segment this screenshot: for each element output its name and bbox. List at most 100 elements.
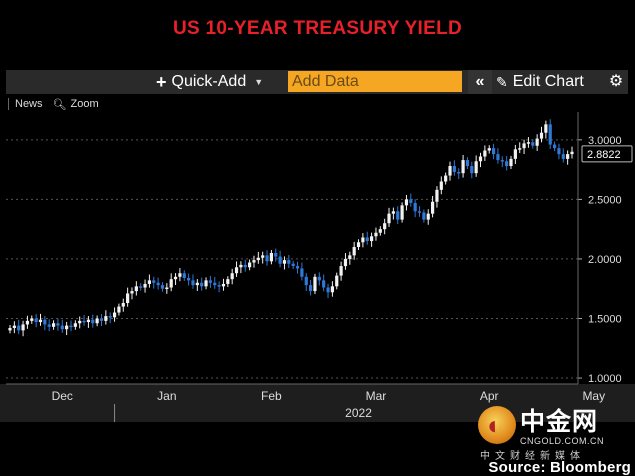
- candle-body: [426, 213, 430, 220]
- y-tick-label: 2.0000: [588, 254, 622, 266]
- candle-body: [435, 189, 439, 202]
- y-tick-label: 1.0000: [588, 373, 622, 385]
- logo-emblem-icon: ◐: [478, 406, 516, 444]
- candle-body: [139, 286, 143, 288]
- candle-body: [561, 154, 565, 159]
- candle-body: [483, 150, 487, 157]
- candle-body: [195, 282, 199, 286]
- candle-body: [108, 316, 112, 318]
- x-tick-label: Apr: [480, 389, 499, 403]
- caret-down-icon: ▼: [254, 77, 264, 87]
- zoom-button[interactable]: 🔍︎ Zoom: [53, 98, 99, 111]
- candle-body: [187, 277, 191, 281]
- candle-body: [8, 328, 12, 331]
- add-data-input[interactable]: [288, 71, 462, 92]
- candle-body: [374, 232, 378, 237]
- candle-body: [47, 324, 51, 327]
- candle-body: [335, 275, 339, 287]
- candle-body: [396, 211, 400, 220]
- candle-body: [326, 287, 330, 293]
- chart-title: US 10-YEAR TREASURY YIELD: [172, 18, 463, 39]
- x-axis-panel: [0, 384, 635, 422]
- candle-body: [505, 161, 509, 167]
- candle-body: [243, 264, 247, 268]
- year-label: 2022: [345, 406, 372, 420]
- last-value-label: 2.8822: [587, 149, 621, 161]
- pencil-icon: ✎: [496, 73, 508, 90]
- candle-body: [391, 211, 395, 214]
- candle-body: [269, 252, 273, 262]
- candle-body: [104, 316, 108, 321]
- candle-body: [56, 323, 60, 326]
- candle-body: [339, 266, 343, 276]
- edit-chart-button[interactable]: ✎ Edit Chart: [496, 70, 584, 94]
- candle-body: [295, 266, 300, 269]
- x-tick-label: May: [582, 389, 605, 403]
- last-value-box: [581, 145, 633, 163]
- y-tick-label: 1.5000: [588, 313, 622, 325]
- candle-body: [208, 280, 213, 283]
- news-label: News: [15, 98, 43, 110]
- candle-body: [261, 255, 265, 258]
- source-credit: Source: Bloomberg: [488, 459, 631, 476]
- candle-body: [17, 325, 21, 331]
- candle-body: [134, 286, 138, 292]
- quick-add-button[interactable]: + Quick-Add ▼: [156, 70, 263, 94]
- x-tick-label: Jan: [157, 389, 176, 403]
- candle-body: [21, 324, 25, 331]
- candle-body: [522, 143, 526, 149]
- news-button[interactable]: News: [15, 98, 43, 110]
- candle-body: [25, 320, 30, 325]
- candle-body: [439, 181, 443, 190]
- candle-body: [152, 280, 156, 283]
- candle-body: [274, 252, 278, 257]
- candle-body: [557, 148, 561, 155]
- chart-subbar: News 🔍︎ Zoom: [6, 96, 109, 112]
- candle-body: [387, 213, 391, 224]
- candle-body: [239, 264, 243, 268]
- candle-body: [173, 276, 178, 280]
- gear-icon[interactable]: ⚙: [608, 73, 624, 90]
- candlestick-chart[interactable]: 1.0000 1.5000 2.0000 2.5000 3.0000 2.8822 Dec J…: [0, 112, 635, 422]
- candle-body: [191, 280, 195, 286]
- candle-body: [513, 149, 517, 159]
- candle-body: [91, 319, 95, 324]
- candle-body: [156, 282, 160, 286]
- logo-slogan: 中文财经新媒体: [480, 451, 585, 462]
- candle-body: [313, 276, 317, 292]
- candle-body: [234, 267, 239, 274]
- candle-body: [317, 276, 321, 281]
- candle-body: [422, 212, 426, 220]
- y-tick-label: 3.0000: [588, 135, 622, 147]
- x-tick-label: Mar: [366, 389, 387, 403]
- candle-body: [160, 285, 165, 289]
- candle-body: [143, 283, 147, 288]
- candle-body: [417, 211, 422, 213]
- candle-body: [282, 260, 287, 264]
- collapse-button[interactable]: «: [468, 70, 492, 94]
- candle-body: [230, 273, 234, 280]
- candle-body: [361, 237, 365, 243]
- candle-body: [448, 166, 452, 176]
- candle-body: [221, 283, 226, 287]
- candle-body: [217, 285, 221, 287]
- candle-body: [500, 160, 504, 162]
- candle-body: [130, 291, 134, 294]
- cngold-logo: ◐ 中金网 CNGOLD.COM.CN: [478, 404, 628, 454]
- candle-body: [265, 255, 269, 262]
- candle-body: [430, 201, 435, 214]
- x-tick-label: Feb: [261, 389, 282, 403]
- candle-body: [400, 205, 404, 220]
- candle-body: [352, 247, 356, 256]
- candle-body: [99, 318, 104, 321]
- candle-body: [291, 263, 295, 267]
- candle-body: [526, 142, 531, 144]
- candle-body: [378, 229, 382, 233]
- zoom-label: Zoom: [70, 98, 99, 110]
- candle-body: [204, 280, 208, 287]
- search-icon: 🔍︎: [52, 98, 67, 111]
- candle-body: [112, 312, 117, 318]
- candle-body: [343, 258, 348, 267]
- edit-chart-label: Edit Chart: [512, 73, 584, 90]
- candle-body: [38, 319, 43, 323]
